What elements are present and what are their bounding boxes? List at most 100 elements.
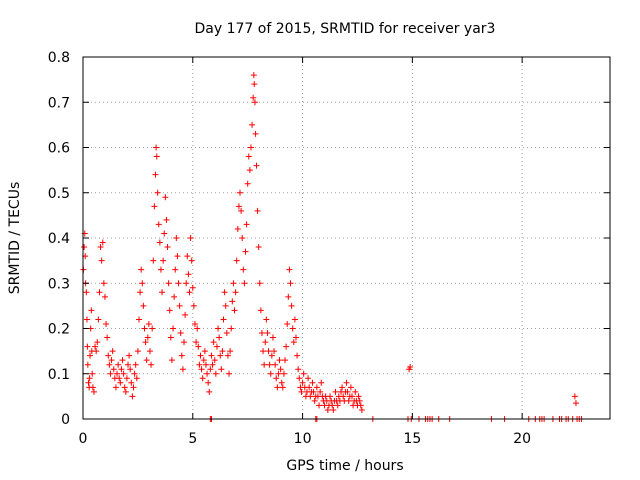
data-point	[223, 330, 230, 337]
data-point	[84, 343, 91, 350]
data-point	[151, 203, 158, 210]
data-point	[175, 280, 182, 287]
data-point	[141, 325, 148, 332]
y-tick-label: 0.8	[48, 50, 70, 66]
data-point	[105, 352, 112, 359]
data-point	[200, 357, 207, 364]
data-point	[334, 402, 341, 409]
data-point	[149, 325, 156, 332]
data-point	[288, 302, 295, 309]
data-point	[196, 361, 203, 368]
data-point	[134, 348, 141, 355]
data-point	[310, 388, 317, 395]
data-point	[185, 271, 192, 278]
data-point	[173, 235, 180, 241]
data-point	[204, 370, 211, 377]
data-point	[88, 307, 95, 314]
y-tick-label: 0.5	[48, 186, 70, 202]
data-point	[242, 248, 249, 255]
data-point	[234, 225, 241, 232]
data-point	[277, 366, 284, 373]
data-point	[352, 388, 359, 395]
data-point	[167, 334, 174, 341]
data-point	[116, 375, 123, 382]
y-tick-label: 0.6	[48, 141, 70, 157]
data-point	[348, 393, 355, 400]
data-point	[150, 257, 157, 264]
data-point	[357, 402, 364, 409]
data-point	[358, 406, 365, 413]
grid-lines	[83, 57, 610, 419]
data-point	[265, 348, 272, 355]
data-point	[109, 348, 116, 355]
data-point	[166, 307, 173, 314]
data-point	[220, 316, 227, 323]
data-point	[117, 379, 124, 386]
data-point	[164, 244, 171, 251]
data-point	[356, 397, 363, 404]
data-point	[343, 379, 350, 386]
data-point	[101, 293, 108, 300]
data-point	[298, 388, 305, 395]
data-point	[213, 343, 220, 350]
data-point	[107, 370, 114, 377]
data-point	[202, 361, 209, 368]
data-point	[280, 370, 287, 377]
data-point	[257, 307, 264, 314]
data-point	[305, 375, 312, 382]
data-point	[187, 235, 194, 241]
data-point	[122, 388, 129, 395]
data-point	[247, 144, 254, 151]
data-point	[292, 334, 299, 341]
data-point	[260, 348, 267, 355]
x-tick-labels: 0 5 10 15 20	[79, 431, 532, 447]
data-point	[125, 361, 132, 368]
data-point	[132, 361, 139, 368]
data-point	[100, 280, 107, 287]
x-tick-label: 0	[79, 431, 88, 447]
data-point	[163, 216, 170, 223]
data-point	[95, 316, 102, 323]
data-point	[344, 388, 351, 395]
data-point	[119, 357, 126, 364]
data-point	[329, 402, 336, 409]
data-point	[278, 379, 285, 386]
data-point	[131, 370, 138, 377]
data-point	[266, 361, 273, 368]
data-point	[221, 289, 228, 296]
data-point	[133, 375, 140, 382]
data-point	[161, 230, 168, 237]
data-point	[254, 207, 261, 214]
data-point	[217, 352, 224, 359]
data-points	[80, 72, 585, 422]
data-point	[205, 379, 212, 386]
data-point	[339, 384, 346, 391]
data-point	[268, 352, 275, 359]
data-point	[290, 339, 297, 346]
data-point	[114, 370, 121, 377]
data-point	[148, 361, 155, 368]
data-point	[155, 221, 162, 228]
y-tick-label: 0.3	[48, 276, 70, 292]
data-point	[271, 348, 278, 355]
data-point	[186, 289, 193, 296]
data-point	[96, 289, 103, 296]
data-point	[123, 375, 130, 382]
data-point	[137, 289, 144, 296]
data-point	[407, 363, 414, 370]
data-point	[170, 325, 177, 332]
data-point	[92, 343, 99, 350]
axis-ticks	[82, 56, 610, 420]
data-point	[184, 253, 191, 260]
data-point	[226, 370, 233, 377]
data-point	[224, 352, 231, 359]
data-point	[129, 393, 136, 400]
data-point	[222, 302, 229, 309]
data-point	[174, 253, 181, 260]
data-point	[207, 366, 214, 373]
data-point	[299, 379, 306, 386]
x-tick-label: 10	[294, 431, 312, 447]
data-point	[97, 244, 104, 251]
data-point	[215, 325, 222, 332]
data-point	[311, 397, 318, 404]
